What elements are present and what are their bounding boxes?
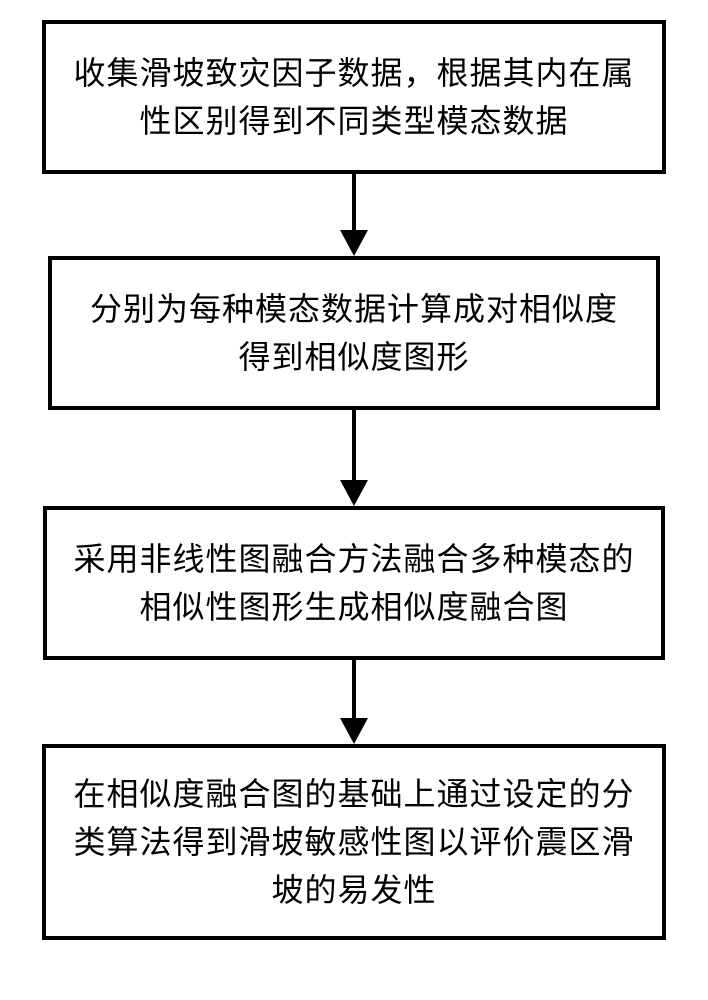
arrow-2-line xyxy=(352,410,356,480)
arrow-1-head xyxy=(340,230,368,256)
flow-node-1-text: 收集滑坡致灾因子数据，根据其内在属性区别得到不同类型模态数据 xyxy=(66,49,642,145)
flow-node-2-text: 分别为每种模态数据计算成对相似度得到相似度图形 xyxy=(82,285,626,381)
arrow-1-line xyxy=(352,174,356,230)
arrow-3-line xyxy=(352,660,356,718)
arrow-3-head xyxy=(340,718,368,744)
flow-node-3-text: 采用非线性图融合方法融合多种模态的相似性图形生成相似度融合图 xyxy=(71,535,637,631)
flow-node-1: 收集滑坡致灾因子数据，根据其内在属性区别得到不同类型模态数据 xyxy=(42,20,666,174)
arrow-1 xyxy=(340,174,368,256)
flow-node-4-text: 在相似度融合图的基础上通过设定的分类算法得到滑坡敏感性图以评价震区滑坡的易发性 xyxy=(66,770,642,914)
arrow-2-head xyxy=(340,480,368,506)
arrow-2 xyxy=(340,410,368,506)
arrow-3 xyxy=(340,660,368,744)
flow-node-3: 采用非线性图融合方法融合多种模态的相似性图形生成相似度融合图 xyxy=(43,506,665,660)
flow-node-4: 在相似度融合图的基础上通过设定的分类算法得到滑坡敏感性图以评价震区滑坡的易发性 xyxy=(42,744,666,940)
flow-node-2: 分别为每种模态数据计算成对相似度得到相似度图形 xyxy=(48,256,660,410)
